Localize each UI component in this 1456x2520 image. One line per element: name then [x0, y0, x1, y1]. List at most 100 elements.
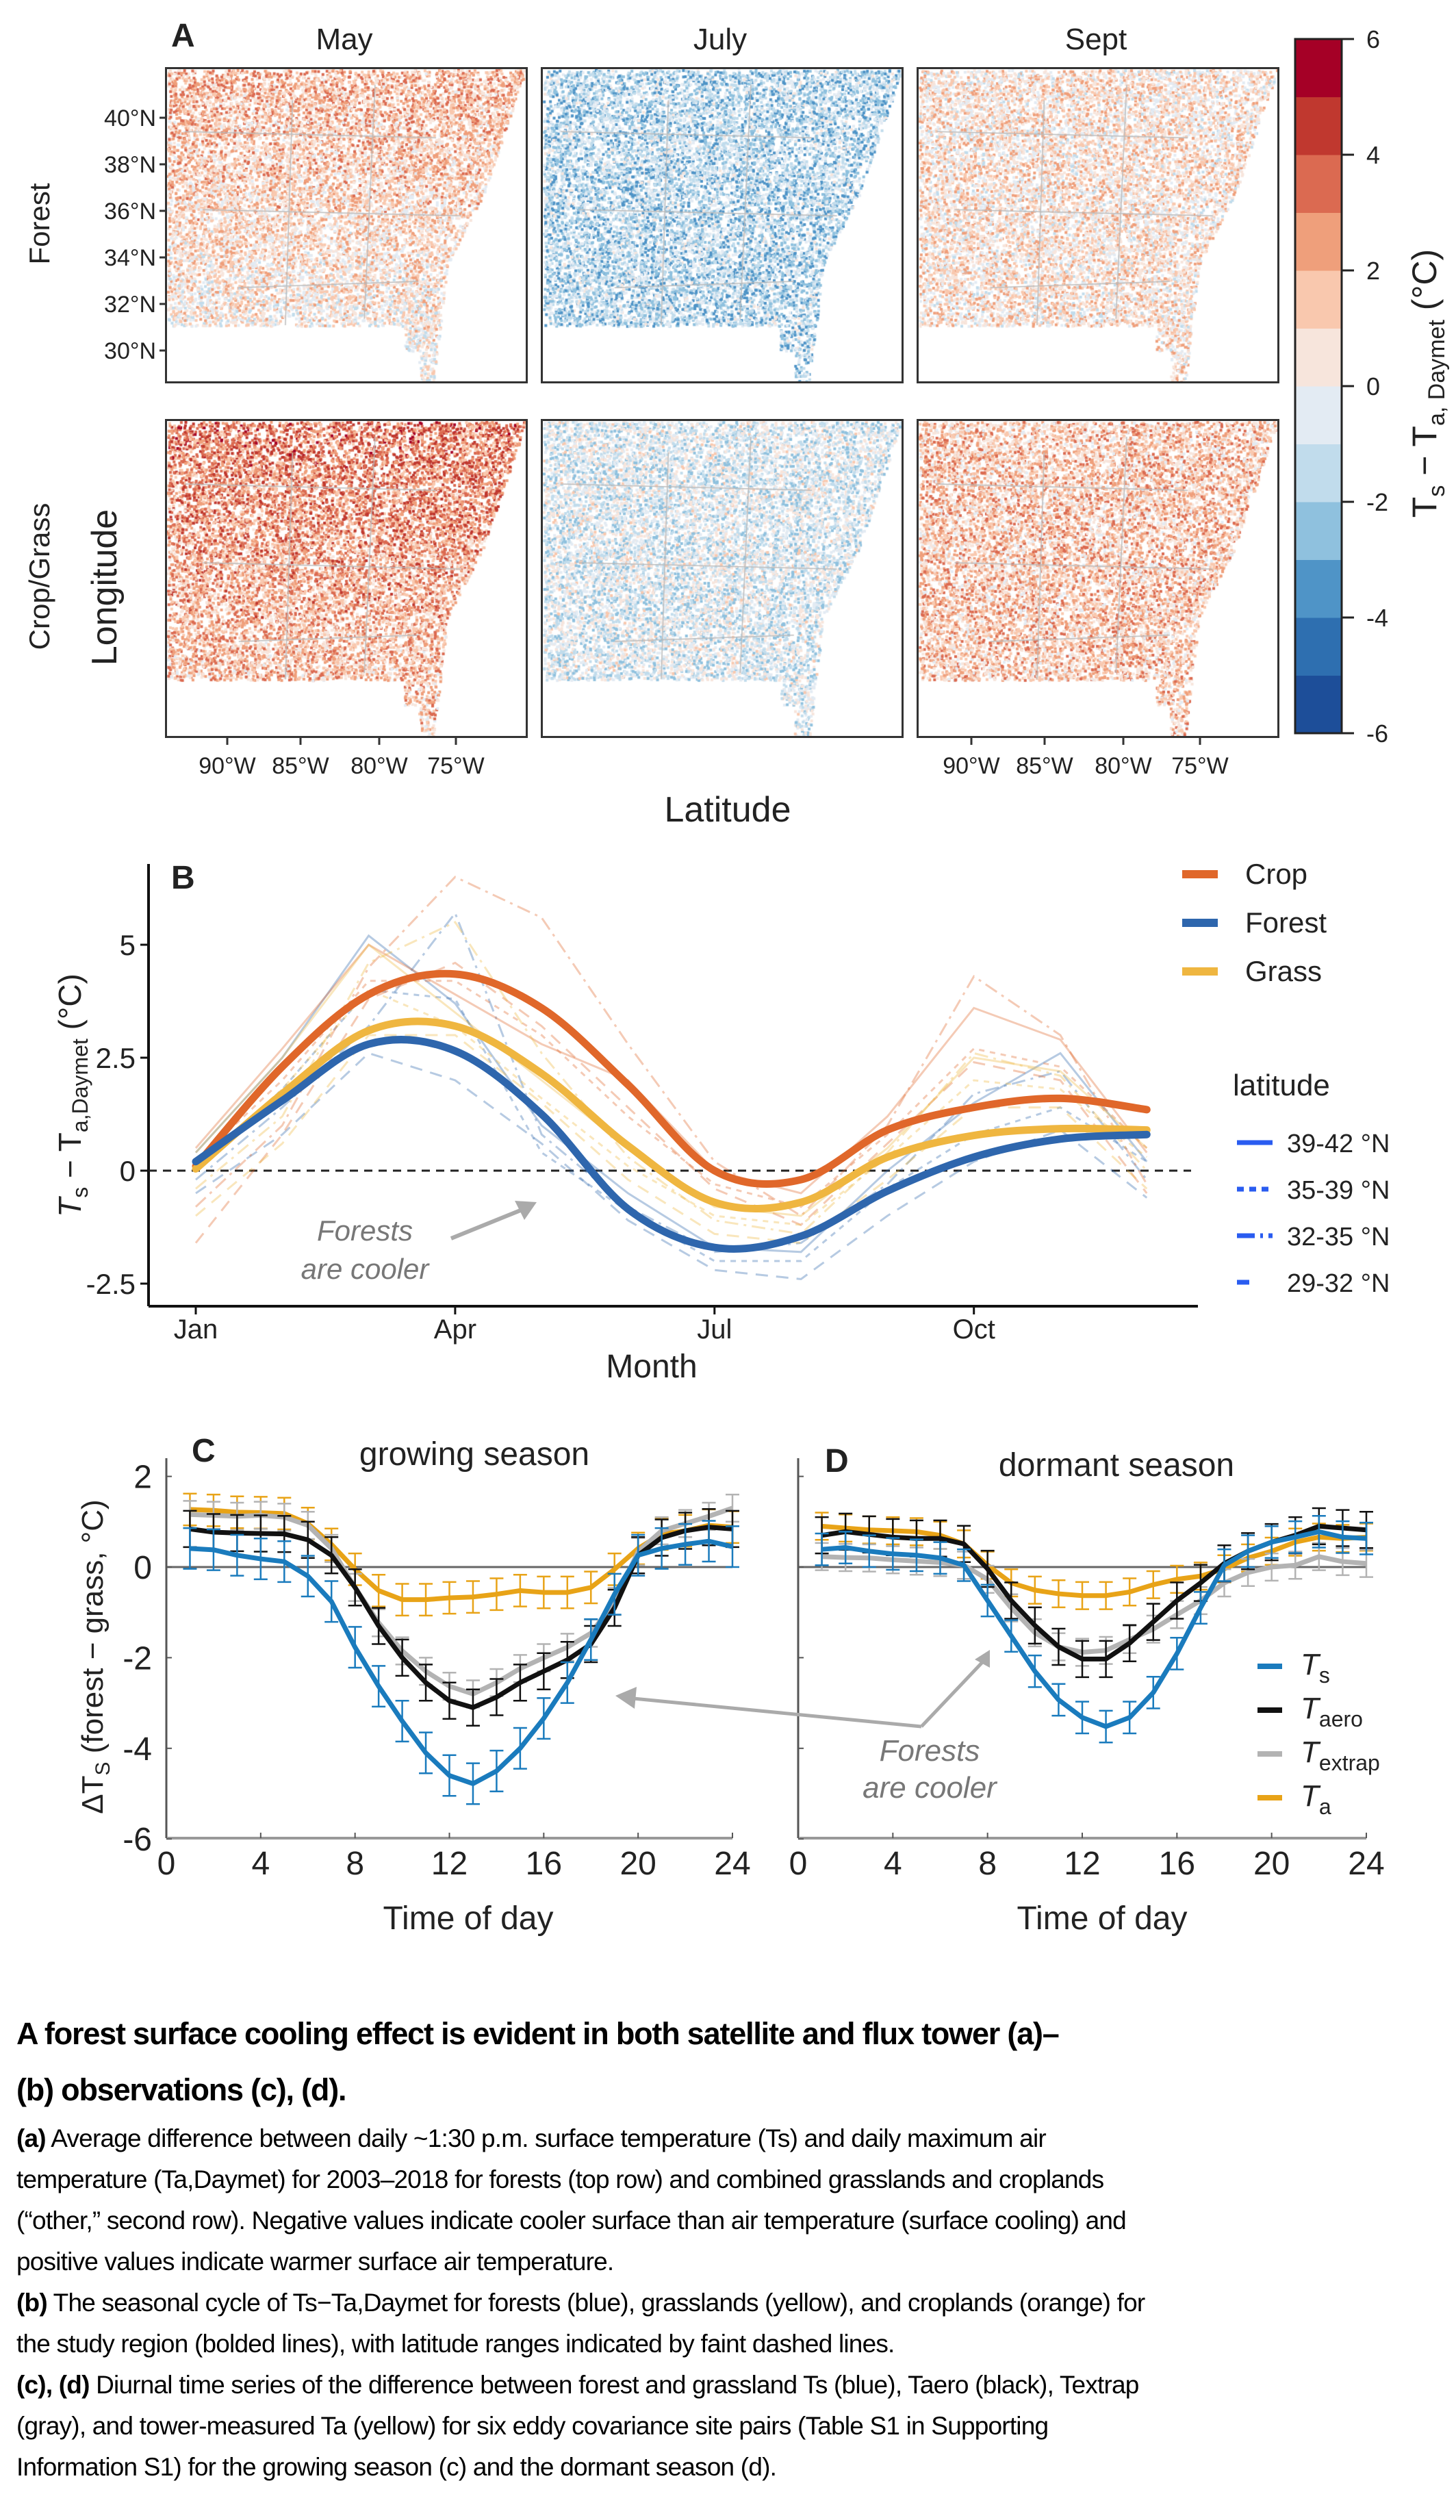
longitude-tick-label: 90°W: [199, 753, 256, 779]
map-forest-sept: [917, 67, 1279, 383]
longitude-tick-label: 75°W: [1171, 753, 1229, 779]
panel-a-label: A: [171, 18, 195, 54]
panel-b-y-tick-label: 0: [120, 1155, 136, 1187]
caption-a-line: temperature (Ta,Daymet) for 2003–2018 fo…: [16, 2165, 1104, 2193]
panel-d-ta-line: [821, 1523, 1367, 1599]
colorbar-bin: [1295, 328, 1342, 387]
caption-title-line: (b) observations (c), (d).: [16, 2072, 347, 2107]
map-cropgrass-july: [541, 419, 904, 738]
map-forest-july: [541, 67, 904, 383]
panel-d-x-tick-label: 4: [884, 1846, 902, 1882]
panel-d-annotation-line2: are cooler: [863, 1771, 998, 1805]
latitude-tick-labels: 40°N 38°N 36°N 34°N 32°N 30°N: [104, 105, 166, 364]
panel-b-latitude-line-grass: [195, 1034, 1148, 1245]
panel-b-x-tick-label: Jan: [174, 1314, 218, 1345]
panel-b-annotation-line2: are cooler: [301, 1253, 431, 1285]
panel-d-x-tick-label: 0: [789, 1846, 808, 1882]
panel-d-x-axis-title: Time of day: [1017, 1900, 1188, 1937]
panel-d-x-tick-label: 8: [978, 1846, 997, 1882]
row-label-forest: Forest: [23, 183, 55, 264]
map-cropgrass-sept: [917, 419, 1279, 738]
panel-b-latitude-line-grass: [195, 989, 1148, 1226]
caption-text: Diurnal time series of the difference be…: [89, 2371, 1139, 2399]
panel-c-x-axis-title: Time of day: [383, 1900, 554, 1937]
panel-d-textrap-line: [821, 1554, 1367, 1655]
panel-c-label: C: [192, 1433, 216, 1469]
panel-c-y-tick-label: -6: [123, 1822, 152, 1858]
panel-d-chart: 0 4 8 12 16 20 24: [789, 1458, 1385, 1882]
legend-label-ts: Ts: [1301, 1648, 1330, 1688]
latitude-tick-label: 40°N: [104, 105, 156, 131]
colorbar-bin: [1295, 444, 1342, 502]
panel-b-legend: Crop Forest Grass 39-42 °N 35-39 °N 32-35 °N 2…: [1182, 858, 1390, 1298]
panel-b-label: B: [171, 860, 195, 896]
colorbar-tick-label: 0: [1366, 372, 1380, 400]
panel-c-x-tick-label: 12: [431, 1846, 468, 1882]
colorbar-tick-label: 4: [1366, 141, 1380, 169]
caption-cd-line: (gray), and tower-measured Ta (yellow) f…: [16, 2412, 1049, 2440]
panel-b-y-tick-label: 2.5: [96, 1042, 136, 1074]
panel-cd-annotation-arrows: [615, 1650, 990, 1729]
legend-label-ta: Ta: [1301, 1779, 1331, 1819]
y-axis-label-longitude: Longitude: [85, 509, 125, 665]
panel-c-ts-line: [190, 1538, 733, 1786]
caption-a-label: (a): [16, 2124, 47, 2152]
colorbar: 6 4 2 0 -2 -4 -6: [1294, 25, 1388, 748]
caption-a-line: positive values indicate warmer surface …: [16, 2248, 614, 2276]
panel-d-annotation-line1: Forests: [880, 1734, 980, 1768]
colorbar-bin: [1295, 618, 1342, 676]
panel-b-series-crop: [192, 969, 1151, 1188]
caption-cd-line: (c), (d) Diurnal time series of the diff…: [16, 2365, 1447, 2406]
panel-b-latitude-line-forest: [195, 911, 1148, 1253]
panel-b-latitude-line-crop: [194, 943, 1148, 1195]
panel-c-ta-line: [190, 1507, 733, 1603]
panel-d-x-tick-label: 12: [1064, 1846, 1100, 1882]
colorbar-bin: [1295, 39, 1342, 97]
panel-b-annotation-line1: Forests: [317, 1214, 413, 1247]
panel-d-x-tick-label: 24: [1348, 1846, 1384, 1882]
colorbar-bin: [1295, 502, 1342, 560]
panel-d-label: D: [825, 1443, 849, 1479]
latitude-tick-label: 30°N: [104, 338, 156, 364]
caption-text: The seasonal cycle of Ts−Ta,Daymet for f…: [47, 2289, 1146, 2317]
panel-c-x-tick-label: 0: [157, 1846, 176, 1882]
longitude-tick-label: 80°W: [350, 753, 408, 779]
caption-a-line: (a) Average difference between daily ~1:…: [16, 2118, 1447, 2159]
caption-a-line: (“other,” second row). Negative values i…: [16, 2206, 1127, 2235]
panel-b-series-forest: [192, 1036, 1151, 1253]
colorbar-title: Ts − Ta, Daymet (°C): [1405, 249, 1450, 518]
panel-b-latitude-line-crop: [194, 961, 1148, 1244]
panel-b-x-axis-title: Month: [606, 1349, 697, 1385]
map-forest-may: [165, 67, 528, 383]
colorbar-tick-label: -2: [1366, 488, 1388, 516]
longitude-tick-label: 80°W: [1095, 753, 1152, 779]
panel-c-x-tick-label: 16: [526, 1846, 562, 1882]
legend-label-taero: Taero: [1301, 1692, 1363, 1731]
colorbar-bin: [1295, 97, 1342, 155]
panel-c-y-tick-label: -4: [123, 1731, 152, 1768]
colorbar-bin: [1295, 270, 1342, 329]
colorbar-bin: [1295, 559, 1342, 618]
panel-b-legend-title: latitude: [1233, 1069, 1330, 1102]
panel-b-series-grass: [192, 1017, 1151, 1212]
colorbar-tick-label: 6: [1366, 25, 1380, 53]
latitude-tick-label: 36°N: [104, 199, 156, 225]
legend-latitude-label: 29-32 °N: [1287, 1269, 1390, 1298]
panel-c-x-tick-label: 20: [620, 1846, 656, 1882]
colorbar-bin: [1295, 675, 1342, 734]
panel-b-x-tick-label: Jul: [697, 1314, 732, 1345]
panel-d-title: dormant season: [999, 1447, 1234, 1484]
colorbar-bin: [1295, 155, 1342, 213]
map-cropgrass-may: [165, 419, 528, 738]
colorbar-tick-label: -6: [1366, 720, 1388, 748]
panel-b-x-tick-label: Apr: [434, 1314, 476, 1345]
panel-c-y-axis-title: ΔTS (forest − grass, °C): [76, 1499, 114, 1813]
panel-b-latitude-line-grass: [195, 921, 1148, 1235]
legend-label-grass: Grass: [1245, 955, 1322, 987]
figure: A May July Sept Forest Crop/Grass Longit…: [23, 18, 1450, 1937]
colorbar-tick-label: -4: [1366, 604, 1388, 632]
caption-b-line: (b) The seasonal cycle of Ts−Ta,Daymet f…: [16, 2282, 1447, 2324]
colorbar-bin: [1295, 386, 1342, 444]
caption-cd-label: (c), (d): [16, 2371, 90, 2399]
